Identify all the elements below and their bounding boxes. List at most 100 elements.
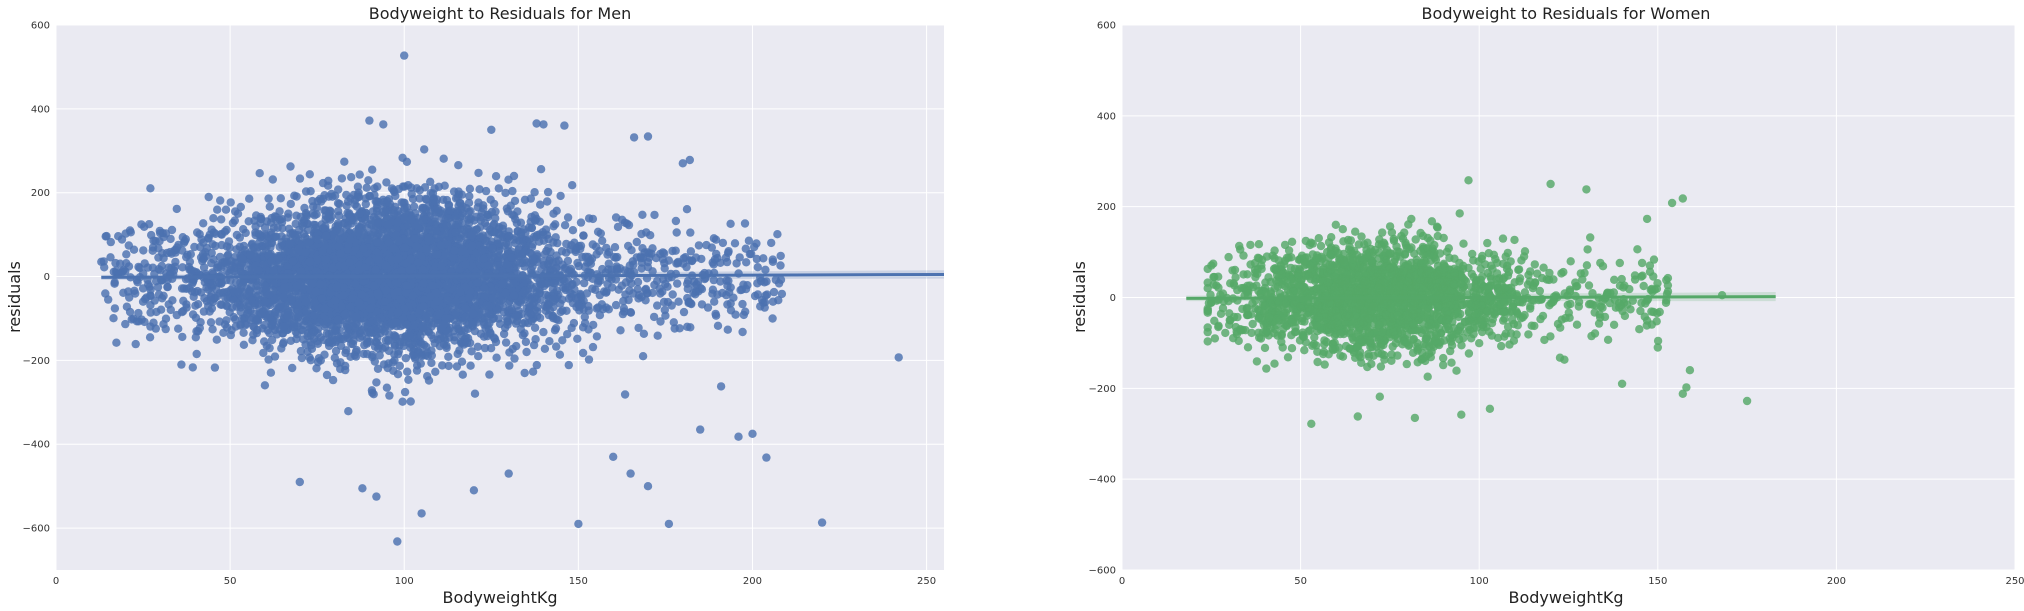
y-tick-label: −600 [23, 524, 50, 535]
scatter-point [668, 290, 677, 299]
scatter-point [574, 261, 583, 271]
scatter-point [259, 348, 268, 358]
scatter-point [226, 198, 235, 207]
scatter-point [723, 325, 732, 334]
scatter-point [498, 279, 507, 288]
scatter-point [650, 280, 659, 290]
scatter-point [406, 254, 415, 264]
scatter-point [740, 219, 750, 228]
scatter-point [403, 367, 412, 376]
scatter-point [212, 335, 221, 344]
scatter-point [588, 342, 598, 352]
scatter-point [593, 227, 603, 236]
scatter-point [598, 236, 607, 245]
scatter-point [306, 356, 315, 365]
scatter-point [578, 348, 588, 358]
scatter-point [493, 252, 503, 262]
scatter-point [320, 191, 329, 200]
scatter-point [632, 237, 641, 247]
scatter-point [387, 184, 397, 193]
scatter-point [239, 340, 249, 349]
scatter-point [321, 222, 330, 231]
scatter-point [181, 235, 190, 244]
scatter-point [166, 234, 175, 244]
scatter-point [250, 243, 259, 252]
scatter-point [576, 218, 586, 227]
scatter-point [156, 229, 165, 238]
scatter-point [383, 220, 392, 230]
scatter-point [494, 184, 503, 193]
scatter-point [217, 278, 226, 287]
scatter-point [555, 350, 565, 359]
scatter-point [636, 253, 646, 263]
scatter-point [393, 370, 403, 379]
scatter-point [230, 263, 239, 272]
scatter-point [145, 333, 155, 342]
scatter-point [292, 192, 301, 201]
scatter-point [405, 331, 414, 340]
scatter-point [370, 342, 380, 351]
scatter-point [368, 165, 377, 174]
scatter-point [443, 296, 452, 305]
scatter-point [639, 329, 649, 338]
scatter-point [466, 361, 475, 370]
scatter-point [179, 296, 188, 305]
scatter-point [520, 295, 529, 304]
scatter-point [276, 194, 285, 203]
scatter-point [139, 246, 148, 255]
scatter-point [509, 279, 518, 288]
scatter-point [726, 219, 735, 228]
scatter-point [430, 213, 439, 223]
scatter-point [334, 242, 343, 251]
scatter-point [416, 359, 425, 368]
scatter-point [260, 381, 270, 390]
scatter-point [420, 145, 429, 154]
scatter-point [713, 253, 722, 263]
scatter-point [653, 301, 662, 310]
scatter-point [518, 319, 527, 328]
scatter-point [164, 300, 173, 309]
scatter-point [171, 257, 180, 267]
scatter-point [362, 339, 372, 348]
scatter-point [742, 258, 751, 267]
scatter-point [467, 347, 476, 356]
scatter-point [265, 202, 274, 211]
scatter-point [620, 390, 630, 399]
scatter-point [638, 352, 648, 361]
scatter-point [111, 258, 120, 268]
scatter-point [611, 213, 621, 222]
scatter-point [192, 349, 201, 359]
scatter-point [601, 288, 611, 297]
scatter-point [580, 278, 589, 288]
scatter-point [339, 290, 348, 300]
scatter-point [195, 230, 204, 239]
scatter-point [349, 216, 358, 225]
scatter-point [603, 250, 612, 259]
scatter-point [683, 322, 692, 331]
scatter-point [488, 286, 497, 296]
scatter-point [627, 246, 636, 255]
scatter-point [588, 214, 598, 224]
scatter-point [718, 238, 728, 248]
scatter-point [131, 339, 140, 349]
scatter-point [649, 312, 659, 322]
scatter-point [564, 360, 573, 370]
scatter-point [642, 228, 651, 237]
scatter-point [349, 336, 358, 345]
scatter-point [401, 354, 410, 363]
x-tick-label: 250 [917, 576, 936, 587]
scatter-point [423, 351, 432, 361]
scatter-point [454, 190, 464, 199]
scatter-point [233, 209, 243, 218]
scatter-point [539, 327, 548, 337]
scatter-point [474, 168, 483, 178]
scatter-point [505, 361, 514, 370]
scatter-point [368, 353, 377, 362]
scatter-point [102, 231, 111, 241]
scatter-point [650, 210, 659, 220]
scatter-point [634, 323, 643, 333]
scatter-point [679, 307, 689, 317]
scatter-point [284, 209, 293, 218]
scatter-point [393, 287, 402, 296]
scatter-point [752, 254, 761, 264]
